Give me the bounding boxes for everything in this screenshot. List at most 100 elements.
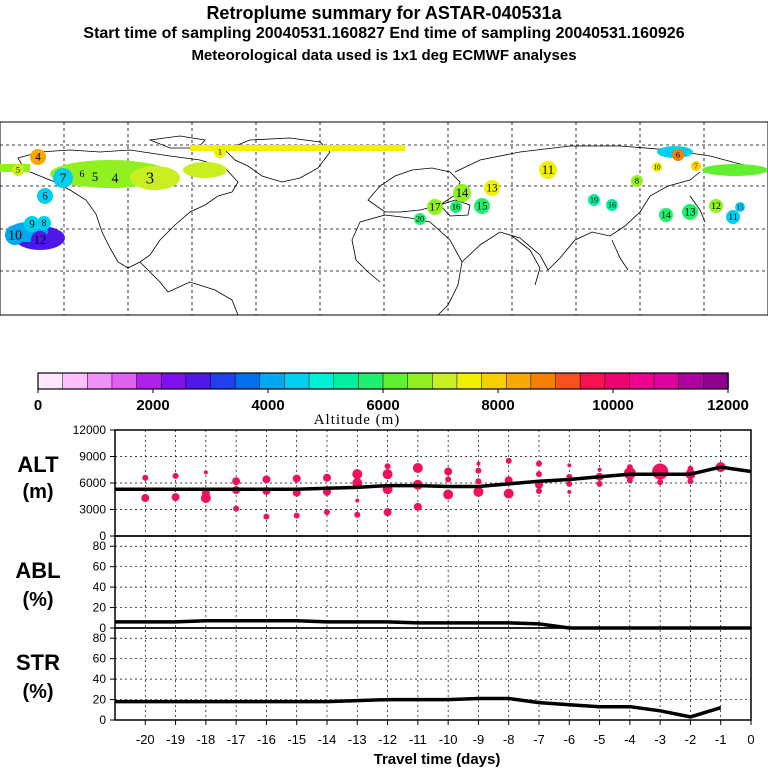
trajectory-point: 9 <box>24 216 40 232</box>
trajectory-point: 8 <box>631 175 643 187</box>
colorbar-cell <box>234 372 261 390</box>
trajectory-point-label: 13 <box>486 183 498 195</box>
str-panel-label: STR <box>16 650 60 675</box>
trajectory-point-label: 10 <box>654 163 662 171</box>
colorbar-cell <box>456 372 483 390</box>
trajectory-point-marker <box>86 168 104 186</box>
trajectory-point: 12 <box>709 199 723 213</box>
colorbar-cell <box>579 372 606 390</box>
trajectory-point-marker <box>31 231 49 249</box>
colorbar-tick-label: 0 <box>34 397 42 414</box>
alt-panel-unit: (m) <box>22 481 53 503</box>
trajectory-point-label: 15 <box>476 201 488 213</box>
alt-scatter-point <box>567 489 572 494</box>
alt-panel-label: ALT <box>17 452 59 477</box>
trajectory-point-marker <box>606 199 618 211</box>
alt-scatter-point <box>503 488 514 499</box>
colorbar-cell <box>87 372 113 390</box>
trajectory-point-marker <box>735 202 745 212</box>
x-tick-label: -13 <box>348 732 367 747</box>
trajectory-point-marker <box>453 184 471 202</box>
colorbar-cell <box>530 372 557 390</box>
colorbar-cell <box>284 372 310 390</box>
colorbar-cell <box>37 372 64 390</box>
x-tick-label: -20 <box>136 732 155 747</box>
colorbar-tick-label: 4000 <box>251 397 284 414</box>
colorbar-cell <box>678 372 705 390</box>
x-tick-label: -8 <box>503 732 515 747</box>
trajectory-point-label: 5 <box>16 166 20 175</box>
trajectory-point: 14 <box>453 184 471 202</box>
y-tick-label: 80 <box>93 539 107 553</box>
trajectory-point: 5 <box>86 168 104 186</box>
y-tick-label: 40 <box>93 672 107 686</box>
trajectory-point-marker <box>105 168 125 188</box>
y-tick-label: 20 <box>93 693 107 707</box>
trajectory-point-label: 12 <box>711 201 721 212</box>
trajectory-point-marker <box>138 166 162 190</box>
trajectory-point: 6 <box>75 167 89 181</box>
trajectory-point-marker <box>652 162 662 172</box>
alt-scatter-point <box>232 477 241 486</box>
trajectory-point: 13 <box>484 180 500 196</box>
trajectory-point-marker <box>30 149 46 165</box>
x-tick-label: -18 <box>196 732 215 747</box>
trajectory-point-label: 4 <box>112 172 119 187</box>
colorbar-cell <box>185 372 212 390</box>
trajectory-point-label: 14 <box>661 210 671 221</box>
colorbar-cell <box>481 372 507 390</box>
trajectory-point: 11 <box>726 210 740 224</box>
trajectory-point: 14 <box>659 208 673 222</box>
x-tick-label: -2 <box>685 732 697 747</box>
alt-scatter-point <box>536 487 542 494</box>
x-tick-label: -1 <box>715 732 727 747</box>
abl-series-line <box>115 619 751 630</box>
trajectory-point: 1 <box>214 146 226 158</box>
map-graticule <box>0 122 768 315</box>
plume-mass-hudson <box>183 162 227 178</box>
trajectory-point: 15 <box>735 202 745 212</box>
x-tick-label: -4 <box>624 732 636 747</box>
x-tick-label: -17 <box>227 732 246 747</box>
alt-scatter-point <box>476 461 481 466</box>
trajectory-point: 6 <box>672 149 684 161</box>
trajectory-point-marker <box>484 180 500 196</box>
trajectory-point-marker <box>709 199 723 213</box>
trajectory-point: 10 <box>652 162 662 172</box>
trajectory-point-label: 6 <box>80 169 85 180</box>
alt-scatter-point <box>687 478 694 485</box>
y-tick-label: 40 <box>93 580 107 594</box>
colorbar-cell <box>653 372 680 390</box>
x-tick-label: -16 <box>257 732 276 747</box>
trajectory-point: 12 <box>31 231 49 249</box>
colorbar-cell <box>358 372 384 390</box>
trajectory-point: 13 <box>682 204 698 220</box>
x-tick-label: -6 <box>564 732 576 747</box>
alt-scatter-point <box>233 505 240 512</box>
trajectory-point-marker <box>414 213 426 225</box>
colorbar-cell <box>382 372 409 390</box>
alt-scatter-point <box>172 472 179 479</box>
colorbar-tick-label: 6000 <box>366 397 399 414</box>
x-axis-label: Travel time (days) <box>374 751 501 768</box>
trajectory-point: 10 <box>5 225 25 245</box>
alt-scatter-point <box>412 462 423 473</box>
abl-panel-frame <box>114 535 752 629</box>
trajectory-point: 7 <box>53 168 73 188</box>
alt-scatter-point <box>652 463 669 480</box>
alt-scatter-point <box>384 463 391 470</box>
trajectory-point-label: 10 <box>8 229 22 244</box>
trajectory-point: 4 <box>30 149 46 165</box>
trajectory-point-marker <box>682 204 698 220</box>
trajectory-point-label: 17 <box>429 202 441 214</box>
alt-scatter-point <box>382 469 393 480</box>
alt-scatter-point <box>141 494 150 503</box>
colorbar-tick-label: 8000 <box>481 397 514 414</box>
trajectory-point-marker <box>474 198 490 214</box>
x-tick-label: -7 <box>533 732 545 747</box>
x-tick-label: -3 <box>654 732 666 747</box>
trajectory-point: 16 <box>450 201 462 213</box>
